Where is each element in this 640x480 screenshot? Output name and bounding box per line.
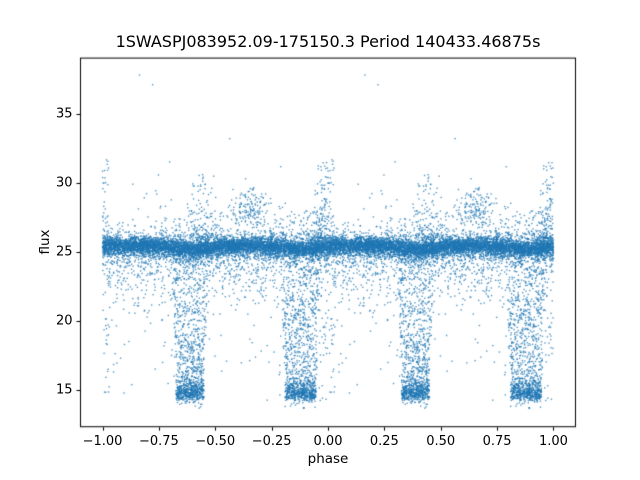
x-tick-label: −0.25 (251, 433, 292, 449)
x-tick-label: −1.00 (82, 433, 123, 449)
x-tick-label: 0.50 (426, 433, 456, 449)
y-tick-label: 20 (55, 313, 73, 329)
y-axis-label: flux (37, 229, 53, 255)
x-tick-label: −0.75 (138, 433, 179, 449)
y-tick-label: 25 (55, 244, 73, 260)
chart-title: 1SWASPJ083952.09-175150.3 Period 140433.… (115, 32, 541, 51)
y-tick-label: 30 (55, 175, 73, 191)
y-tick-label: 35 (55, 106, 73, 122)
x-axis-label: phase (307, 451, 349, 468)
x-tick-label: −0.50 (195, 433, 236, 449)
x-tick-label: 0.75 (482, 433, 512, 449)
y-tick-label: 15 (55, 382, 73, 398)
x-tick-label: 1.00 (538, 433, 568, 449)
x-tick-label: 0.25 (369, 433, 399, 449)
x-tick-label: 0.00 (313, 433, 343, 449)
